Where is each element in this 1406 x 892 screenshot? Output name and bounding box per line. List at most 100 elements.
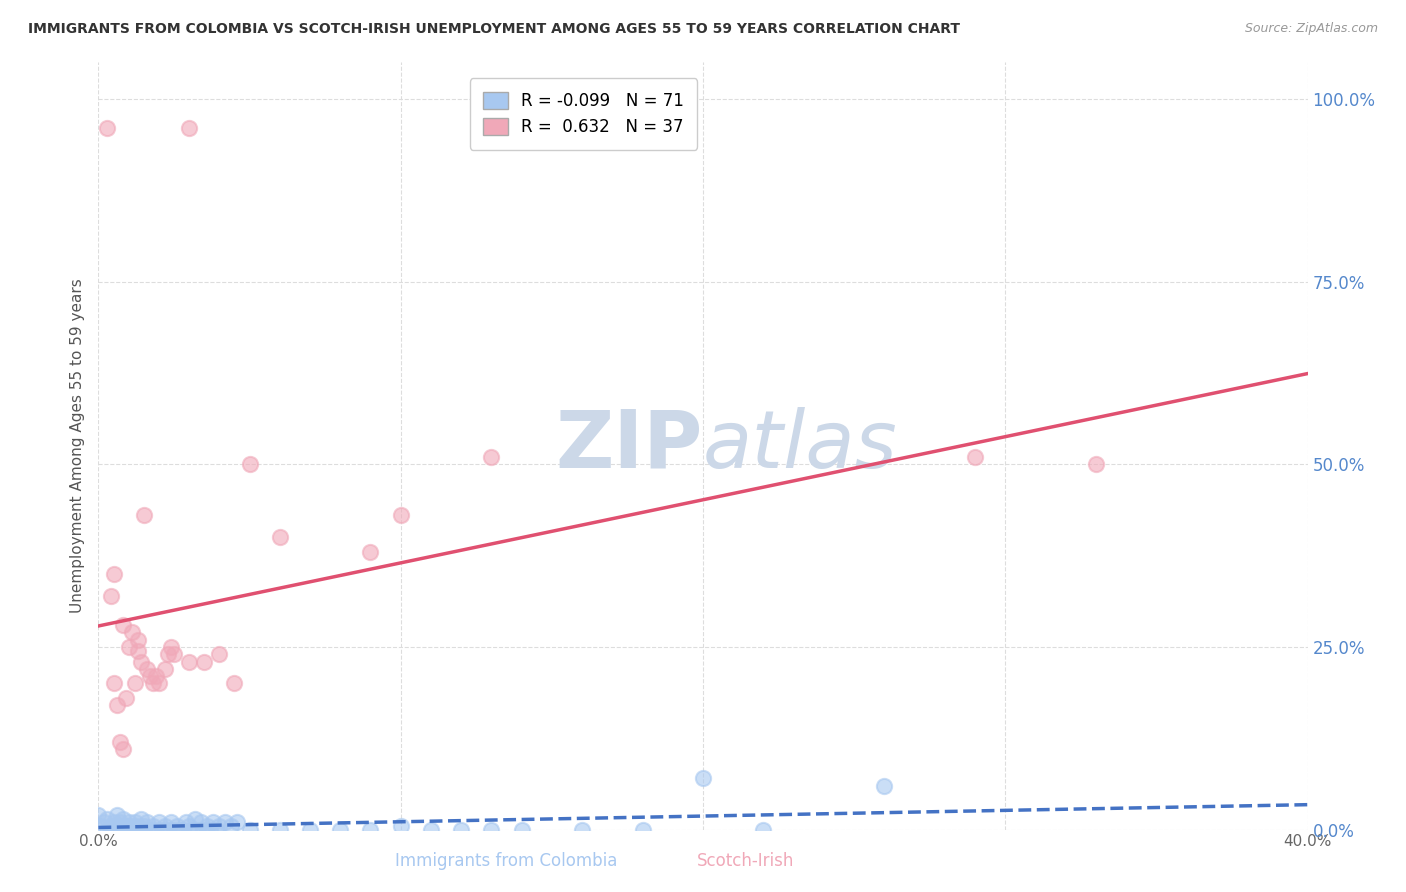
Point bbox=[132, 822, 155, 837]
Point bbox=[174, 815, 197, 830]
Point bbox=[873, 779, 896, 793]
Point bbox=[127, 643, 149, 657]
Point bbox=[202, 815, 225, 830]
Point bbox=[145, 822, 167, 837]
Point bbox=[100, 589, 122, 603]
Point bbox=[96, 812, 118, 826]
Point bbox=[160, 815, 183, 830]
Point bbox=[142, 819, 165, 833]
Point bbox=[163, 647, 186, 661]
Point bbox=[103, 676, 125, 690]
Point bbox=[193, 822, 215, 837]
Point bbox=[103, 815, 125, 830]
Point bbox=[193, 655, 215, 669]
Point bbox=[108, 815, 131, 830]
Point bbox=[145, 669, 167, 683]
Point bbox=[129, 655, 152, 669]
Point bbox=[153, 662, 176, 676]
Point bbox=[148, 815, 170, 830]
Point bbox=[160, 640, 183, 654]
Point bbox=[156, 647, 179, 661]
Point bbox=[105, 808, 128, 822]
Point bbox=[118, 822, 141, 837]
Point bbox=[105, 822, 128, 837]
Y-axis label: Unemployment Among Ages 55 to 59 years: Unemployment Among Ages 55 to 59 years bbox=[69, 278, 84, 614]
Point bbox=[96, 822, 118, 837]
Point bbox=[200, 822, 222, 837]
Point bbox=[150, 822, 173, 837]
Point bbox=[156, 822, 179, 837]
Point bbox=[205, 822, 228, 837]
Point bbox=[111, 812, 134, 826]
Point bbox=[103, 819, 125, 833]
Point bbox=[221, 819, 243, 833]
Point bbox=[1085, 457, 1108, 471]
Point bbox=[118, 640, 141, 654]
Point bbox=[269, 530, 291, 544]
Point bbox=[124, 676, 146, 690]
Point bbox=[450, 822, 472, 837]
Point bbox=[172, 822, 194, 837]
Point bbox=[224, 676, 246, 690]
Point bbox=[184, 812, 207, 826]
Point bbox=[127, 822, 149, 837]
Point bbox=[111, 742, 134, 756]
Point bbox=[190, 815, 212, 830]
Point bbox=[481, 822, 503, 837]
Point bbox=[108, 735, 131, 749]
Point bbox=[111, 618, 134, 632]
Point bbox=[181, 822, 204, 837]
Point bbox=[692, 772, 714, 786]
Point bbox=[329, 822, 352, 837]
Point bbox=[124, 822, 146, 837]
Text: ZIP: ZIP bbox=[555, 407, 703, 485]
Point bbox=[360, 545, 382, 559]
Point bbox=[105, 698, 128, 713]
Point bbox=[127, 819, 149, 833]
Point bbox=[389, 508, 412, 523]
Point bbox=[121, 819, 143, 833]
Point bbox=[103, 566, 125, 581]
Point bbox=[87, 808, 110, 822]
Point bbox=[121, 625, 143, 640]
Point bbox=[114, 691, 136, 706]
Text: IMMIGRANTS FROM COLOMBIA VS SCOTCH-IRISH UNEMPLOYMENT AMONG AGES 55 TO 59 YEARS : IMMIGRANTS FROM COLOMBIA VS SCOTCH-IRISH… bbox=[28, 22, 960, 37]
Point bbox=[269, 822, 291, 837]
Point bbox=[132, 819, 155, 833]
Point bbox=[208, 647, 231, 661]
Point bbox=[124, 815, 146, 830]
Point bbox=[127, 632, 149, 647]
Point bbox=[481, 450, 503, 464]
Point bbox=[132, 508, 155, 523]
Point bbox=[139, 822, 162, 837]
Point bbox=[118, 815, 141, 830]
Point bbox=[114, 822, 136, 837]
Text: Source: ZipAtlas.com: Source: ZipAtlas.com bbox=[1244, 22, 1378, 36]
Point bbox=[96, 121, 118, 136]
Point bbox=[166, 819, 188, 833]
Text: Scotch-Irish: Scotch-Irish bbox=[696, 852, 794, 870]
Point bbox=[752, 822, 775, 837]
Point bbox=[239, 822, 262, 837]
Point bbox=[571, 822, 593, 837]
Point bbox=[93, 815, 115, 830]
Point bbox=[179, 655, 201, 669]
Text: Immigrants from Colombia: Immigrants from Colombia bbox=[395, 852, 617, 870]
Point bbox=[90, 819, 112, 833]
Point bbox=[299, 822, 322, 837]
Point bbox=[179, 121, 201, 136]
Point bbox=[129, 812, 152, 826]
Point bbox=[100, 822, 122, 837]
Point bbox=[420, 822, 443, 837]
Point bbox=[214, 815, 236, 830]
Point bbox=[148, 676, 170, 690]
Point bbox=[108, 819, 131, 833]
Point bbox=[208, 819, 231, 833]
Point bbox=[121, 822, 143, 837]
Point bbox=[389, 819, 412, 833]
Point bbox=[135, 815, 157, 830]
Point bbox=[179, 819, 201, 833]
Point bbox=[139, 669, 162, 683]
Point bbox=[142, 676, 165, 690]
Point bbox=[135, 662, 157, 676]
